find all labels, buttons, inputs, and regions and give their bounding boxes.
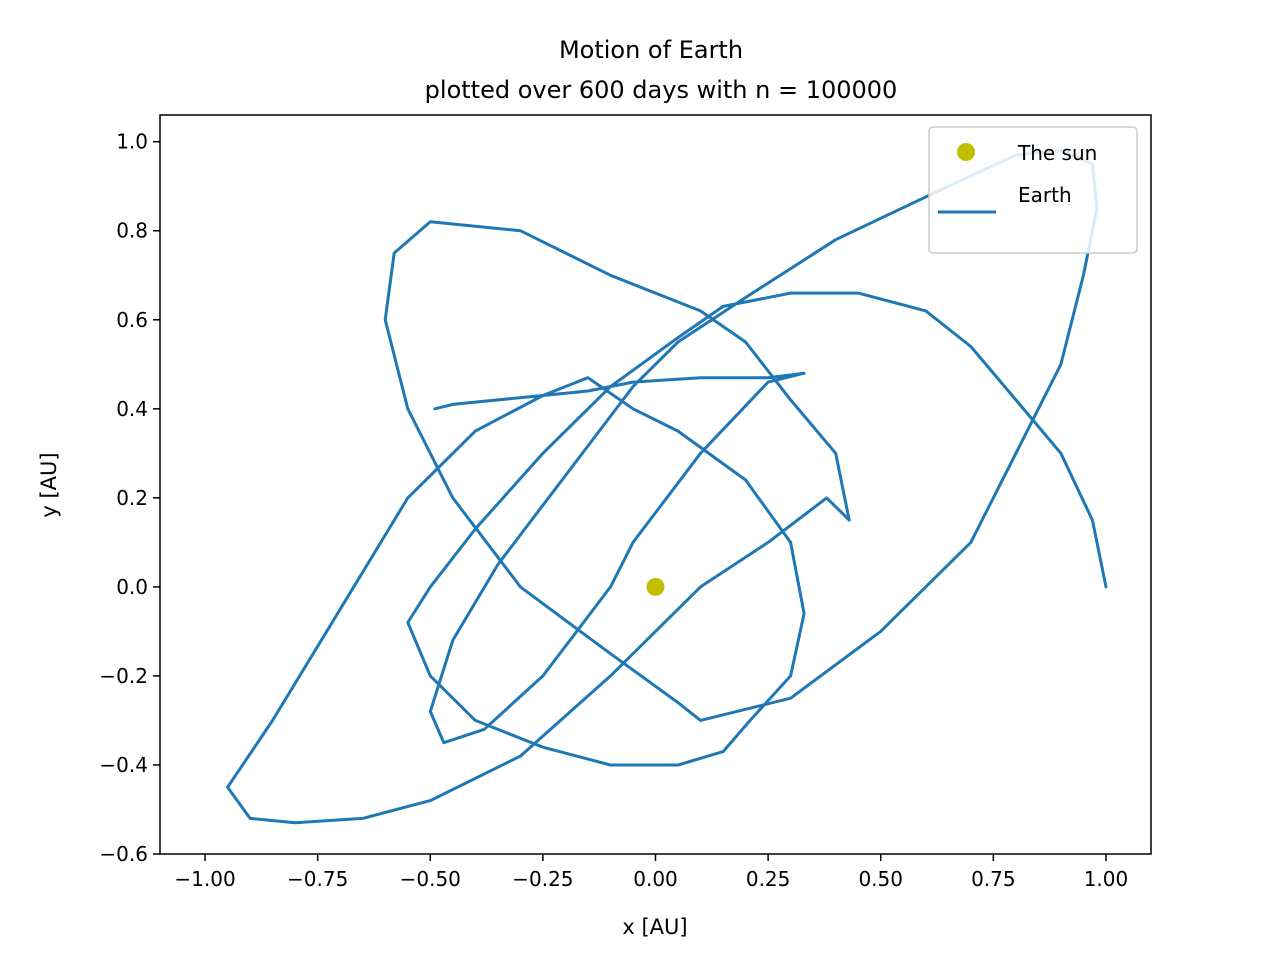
x-tick-label: 0.75 xyxy=(971,867,1016,891)
x-tick-label: 0.00 xyxy=(633,867,678,891)
sun-marker xyxy=(646,577,665,596)
y-tick-label: 0.2 xyxy=(116,486,148,510)
x-tick-label: −0.25 xyxy=(512,867,573,891)
legend-label-earth: Earth xyxy=(1018,183,1072,207)
axis-ticks: −1.00 −0.75 −0.50 −0.25 0.00 0.25 0.50 0.75 1.00… xyxy=(99,130,1128,891)
y-tick-label: −0.4 xyxy=(99,753,148,777)
x-axis-label: x [AU] xyxy=(622,915,687,939)
earth-orbit-line xyxy=(226,149,1108,825)
y-tick-label: 1.0 xyxy=(116,130,148,154)
y-tick-label: 0.6 xyxy=(116,308,148,332)
plot-marks xyxy=(226,149,1108,825)
y-tick-label: −0.6 xyxy=(99,842,148,866)
legend: The sun Earth xyxy=(928,126,1138,254)
y-tick-label: 0.8 xyxy=(116,219,148,243)
x-tick-label: 1.00 xyxy=(1084,867,1129,891)
plot-frame xyxy=(159,114,1152,855)
x-tick-label: −0.75 xyxy=(287,867,348,891)
legend-box xyxy=(928,126,1138,254)
x-tick-label: −0.50 xyxy=(400,867,461,891)
x-tick-label: 0.25 xyxy=(746,867,791,891)
legend-sun-marker xyxy=(957,143,975,161)
legend-label-sun: The sun xyxy=(1017,141,1097,165)
y-axis-label: y [AU] xyxy=(37,452,61,517)
y-tick-label: 0.4 xyxy=(116,397,148,421)
chart-title: Motion of Earth xyxy=(559,36,743,64)
x-tick-label: −1.00 xyxy=(174,867,235,891)
x-tick-label: 0.50 xyxy=(858,867,903,891)
y-tick-label: 0.0 xyxy=(116,575,148,599)
chart-subtitle: plotted over 600 days with n = 100000 xyxy=(425,76,898,104)
y-tick-label: −0.2 xyxy=(99,664,148,688)
